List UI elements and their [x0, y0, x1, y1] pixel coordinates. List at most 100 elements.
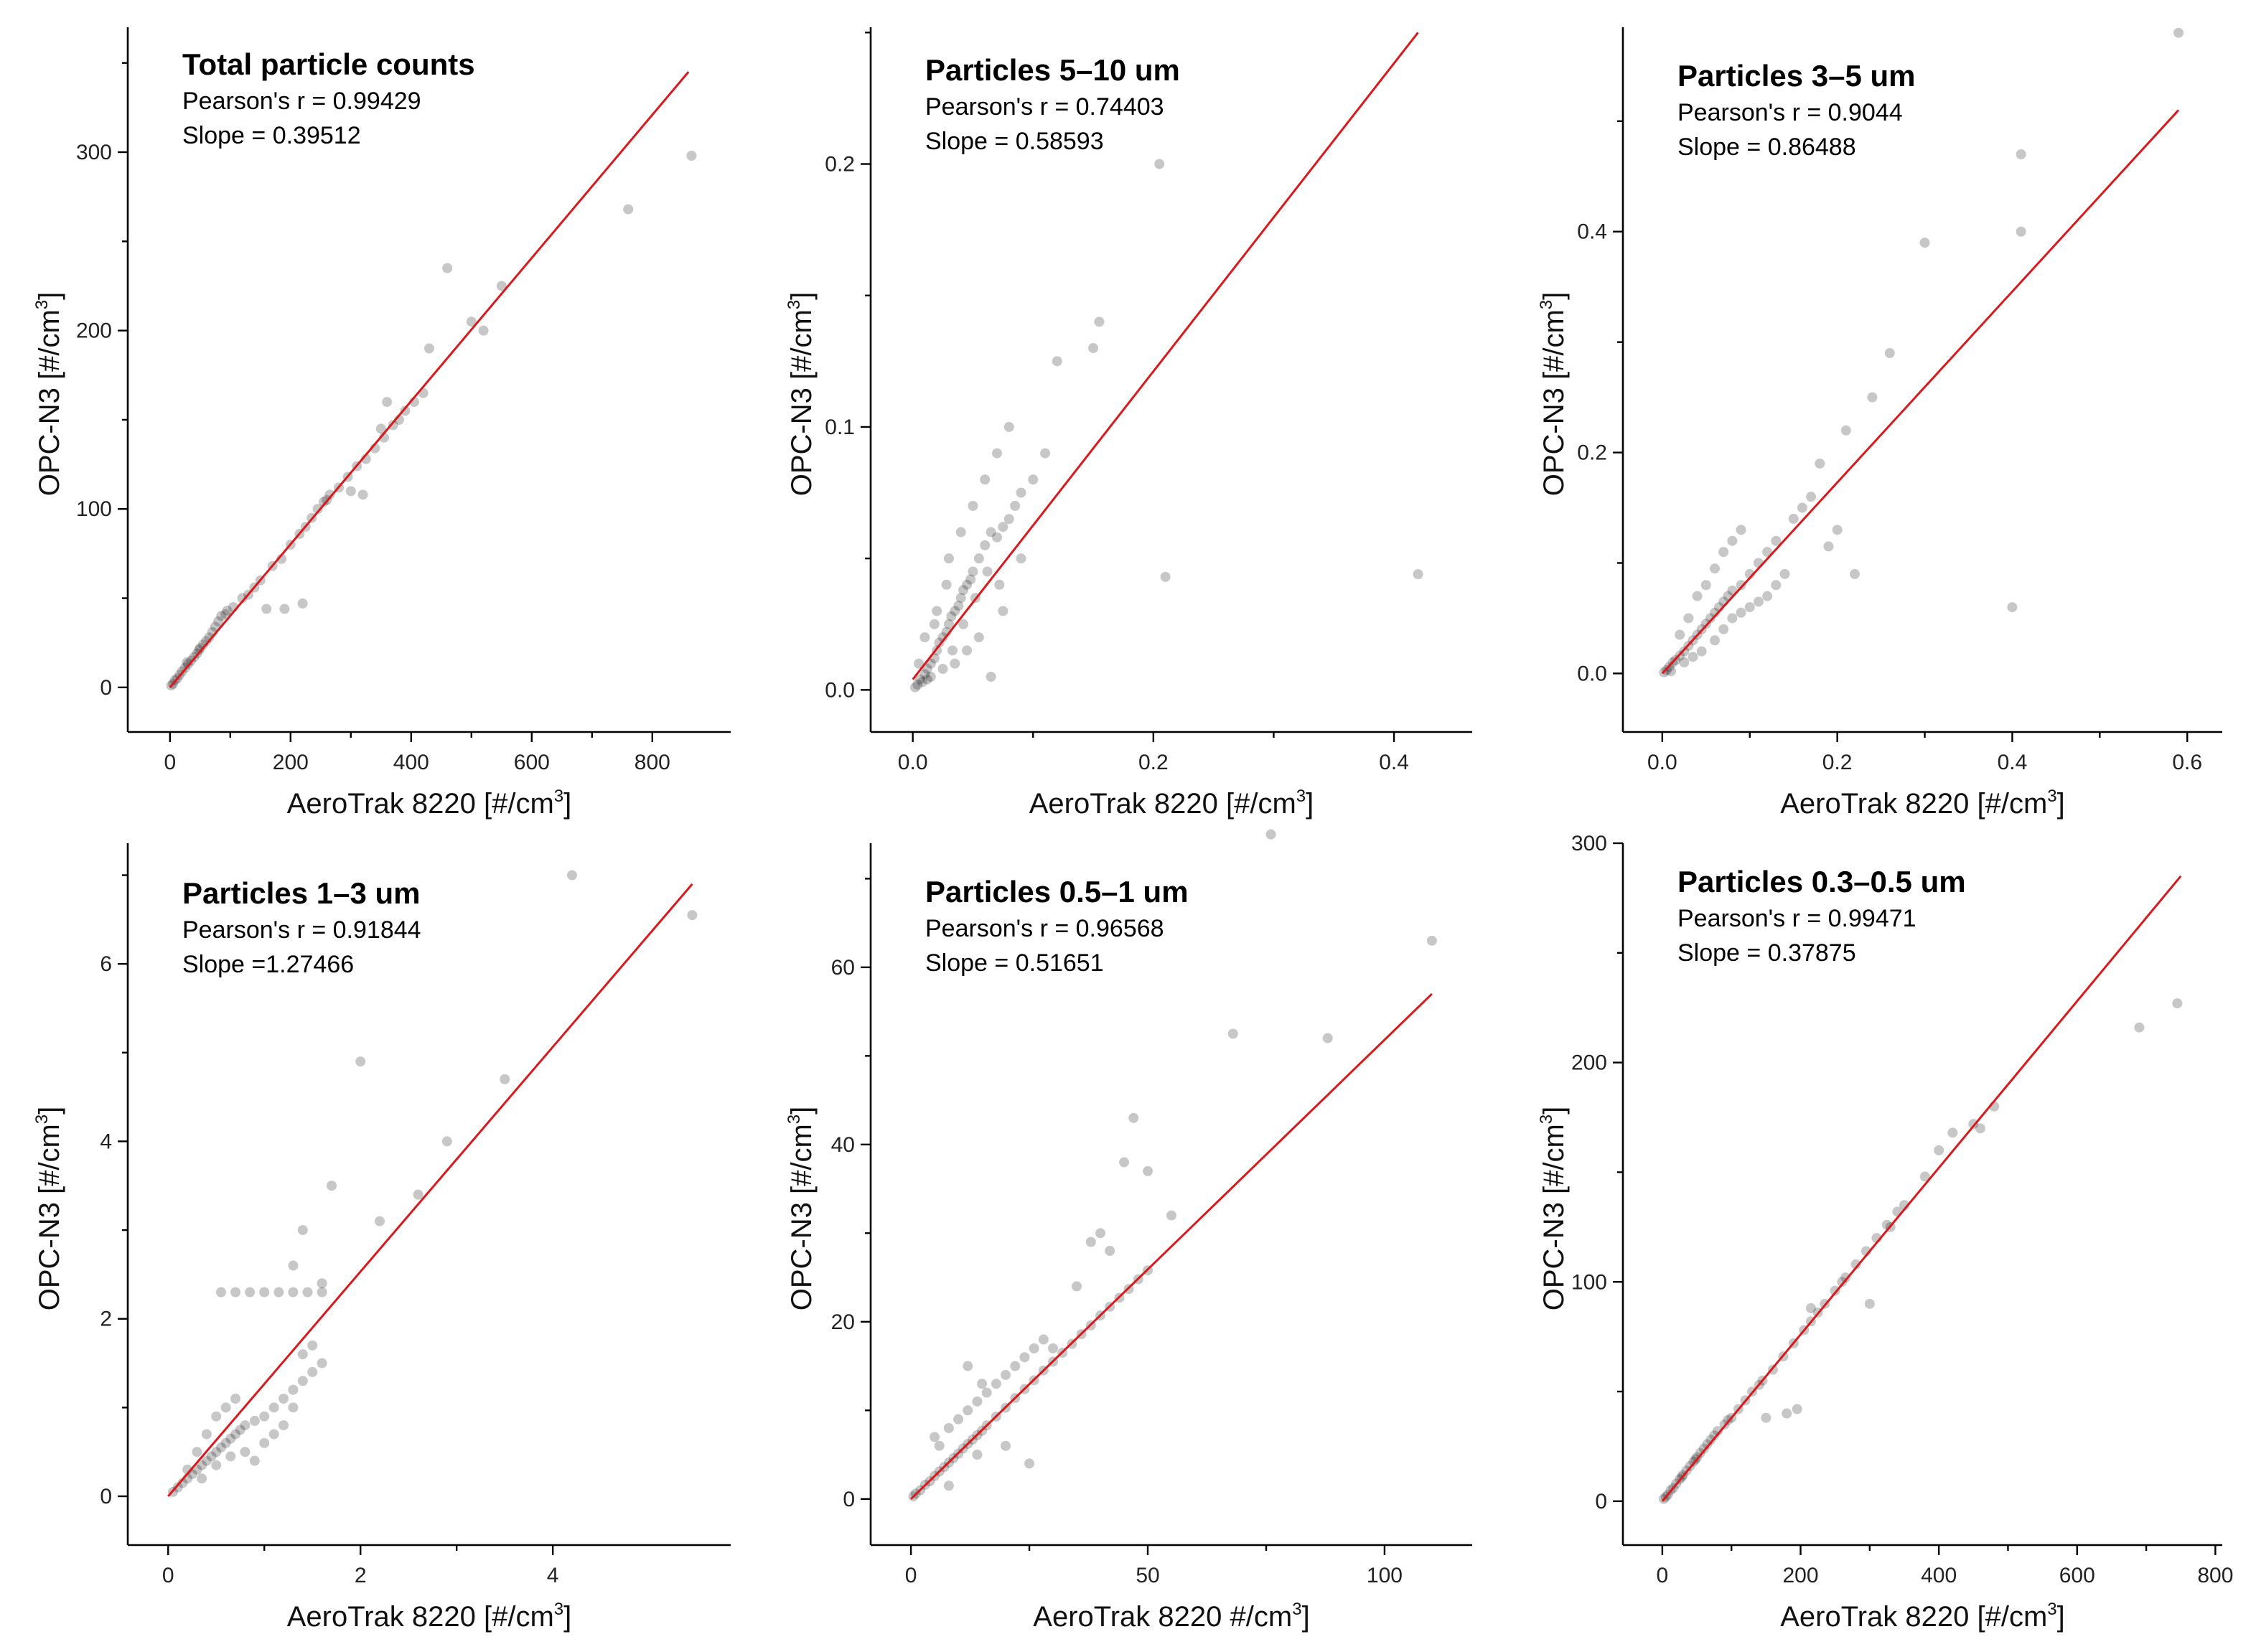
x-tick-label: 400: [1921, 1564, 1957, 1587]
scatter-point: [288, 1402, 299, 1413]
scatter-point: [1024, 1458, 1035, 1469]
scatter-point: [1227, 1028, 1238, 1039]
scatter-point: [1805, 1303, 1816, 1313]
scatter-chart: 0.0 0.2 0.4 0.6 0.0 0.2 0.4 Particles 3–5 um Pea…: [1537, 27, 2222, 820]
scatter-point: [382, 397, 393, 408]
scatter-point: [1832, 525, 1843, 535]
scatter-point: [261, 604, 272, 614]
pearson-r: Pearson's r = 0.91844: [182, 916, 421, 944]
x-tick-label: 0.0: [898, 751, 928, 774]
scatter-point: [268, 1402, 279, 1413]
scatter-point: [1696, 646, 1707, 657]
scatter-point: [1119, 1157, 1130, 1168]
chart-panel: 0 200 400 600 800 0 100 200 300 Total particle co…: [0, 0, 752, 826]
y-axis-title: OPC-N3 [#/cm3]: [785, 292, 818, 497]
scatter-point: [297, 599, 308, 609]
scatter-point: [962, 645, 973, 656]
scatter-point: [230, 1393, 241, 1404]
scatter-point: [230, 1287, 241, 1297]
pearson-r: Pearson's r = 0.9044: [1677, 99, 1903, 126]
scatter-point: [1736, 525, 1746, 535]
scatter-point: [1727, 613, 1738, 624]
regression-line: [1661, 109, 2180, 675]
scatter-point: [1919, 1171, 1930, 1182]
scatter-point: [955, 593, 966, 604]
y-tick-label: 0.1: [825, 416, 855, 439]
scatter-point: [1788, 513, 1799, 524]
scatter-point: [1160, 571, 1171, 582]
scatter-point: [686, 150, 697, 161]
scatter-point: [327, 1181, 337, 1191]
scatter-point: [998, 522, 1008, 532]
scatter-point: [1736, 580, 1746, 591]
slope-value: Slope =1.27466: [182, 951, 354, 978]
scatter-point: [994, 579, 1005, 590]
scatter-point: [1322, 1033, 1333, 1043]
scatter-point: [237, 593, 248, 604]
scatter-point: [1154, 159, 1165, 169]
scatter-point: [197, 1473, 207, 1484]
scatter-point: [972, 1396, 983, 1407]
scatter-point: [980, 540, 991, 550]
scatter-point: [259, 1287, 270, 1297]
scatter-point: [259, 1411, 270, 1422]
regression-line: [912, 32, 1419, 680]
scatter-point: [312, 504, 323, 515]
scatter-point: [375, 423, 386, 434]
scatter-point: [1934, 1145, 1944, 1155]
scatter-point: [950, 658, 960, 669]
scatter-point: [215, 1287, 226, 1297]
scatter-point: [1840, 425, 1851, 436]
scatter-point: [413, 1189, 423, 1200]
scatter-point: [201, 1429, 212, 1440]
scatter-point: [981, 1387, 992, 1398]
scatter-point: [925, 672, 936, 682]
scatter-point: [930, 1432, 940, 1442]
x-tick-label: 0: [162, 1564, 174, 1587]
x-axis-title: AeroTrak 8220 [#/cm3]: [287, 787, 572, 820]
scatter-point: [912, 680, 923, 690]
scatter-point: [943, 553, 954, 564]
scatter-point: [1695, 1447, 1705, 1458]
slope-value: Slope = 0.37875: [1677, 939, 1856, 967]
scatter-point: [1867, 392, 1878, 403]
scatter-point: [1003, 514, 1014, 525]
scatter-point: [220, 609, 231, 619]
scatter-point: [922, 674, 932, 685]
regression-line: [169, 71, 690, 688]
chart-panel: 0 50 100 0 20 40 60 Particles 0.5–1 um Pearson's…: [752, 826, 1504, 1652]
y-tick-label: 100: [76, 497, 112, 521]
scatter-point: [958, 585, 969, 596]
pearson-r: Pearson's r = 0.99471: [1677, 905, 1916, 932]
y-tick-label: 0.2: [1577, 441, 1607, 465]
scatter-point: [222, 605, 233, 616]
scatter-chart: 0 50 100 0 20 40 60 Particles 0.5–1 um Pearson's…: [785, 829, 1472, 1633]
panel-title: Particles 0.5–1 um: [925, 875, 1189, 909]
scatter-point: [1688, 652, 1698, 662]
scatter-point: [245, 1287, 256, 1297]
scatter-point: [317, 1358, 327, 1369]
scatter-point: [1666, 666, 1677, 677]
y-tick-label: 2: [100, 1308, 112, 1331]
y-tick-label: 300: [76, 141, 112, 164]
scatter-point: [1705, 613, 1716, 624]
slope-value: Slope = 0.39512: [182, 122, 361, 149]
x-tick-label: 100: [1367, 1564, 1403, 1587]
scatter-point: [225, 1451, 236, 1462]
scatter-point: [2016, 149, 2026, 160]
x-tick-label: 200: [1782, 1564, 1818, 1587]
scatter-point: [500, 1074, 510, 1084]
scatter-point: [317, 1278, 327, 1289]
x-axis-title: AeroTrak 8220 #/cm3]: [1033, 1600, 1309, 1633]
scatter-point: [982, 566, 993, 577]
scatter-point: [355, 1056, 366, 1067]
chart-panel: 0 200 400 600 800 0 100 200 300 Particles 0.3–0.5…: [1504, 826, 2256, 1652]
scatter-point: [424, 343, 434, 354]
scatter-point: [934, 637, 945, 648]
scatter-point: [302, 1287, 313, 1297]
scatter-point: [259, 1437, 270, 1448]
scatter-point: [922, 664, 932, 675]
scatter-point: [910, 682, 921, 693]
scatter-point: [1038, 1334, 1049, 1345]
scatter-point: [1762, 547, 1773, 558]
